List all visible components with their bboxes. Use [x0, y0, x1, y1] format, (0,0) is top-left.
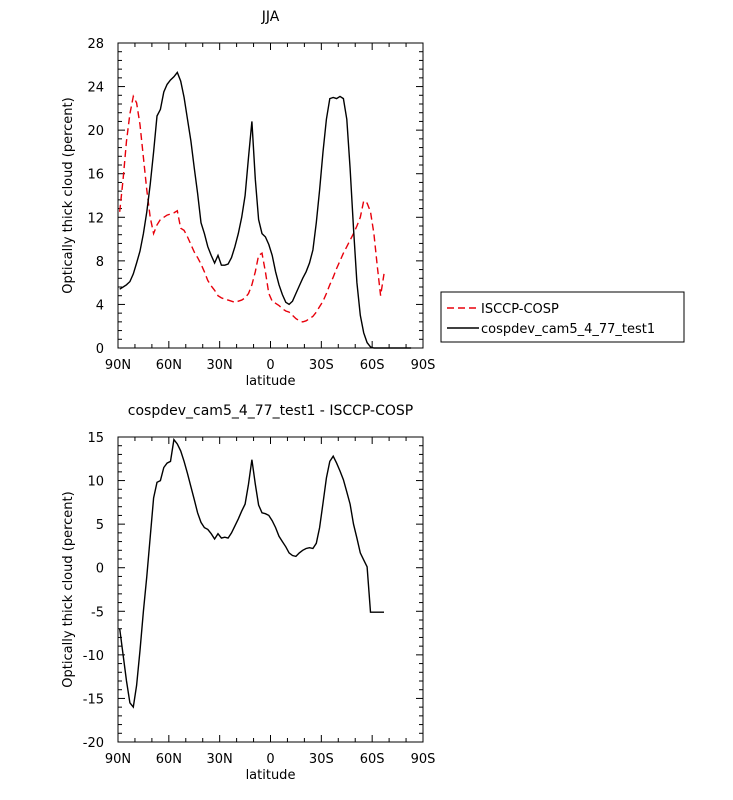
top-panel: 90N 60N 30N 0 30S 60S 90S 0 4 8 12 16 20 24 28 JJA latit… [61, 9, 435, 389]
legend-label: ISCCP-COSP [481, 302, 559, 317]
x-axis-label: latitude [246, 374, 296, 389]
x-tick-label: 0 [266, 752, 274, 767]
y-tick-label: -5 [91, 605, 104, 620]
x-tick-label: 60N [156, 752, 182, 767]
x-tick-label: 0 [266, 358, 274, 373]
x-tick-label: 60S [360, 358, 385, 373]
bottom-panel: 90N 60N 30N 0 30S 60S 90S -20 -15 -10 -5 0 5 10 15 cosp… [61, 403, 435, 783]
y-tick-label: 12 [87, 211, 104, 226]
x-tick-label: 30N [207, 358, 233, 373]
plot-frame [117, 42, 424, 349]
series-line-cospdev-cam5-4-77-test1 [119, 70, 412, 349]
x-tick-label: 90N [105, 752, 131, 767]
x-tick-label: 60N [156, 358, 182, 373]
x-tick-label: 30S [309, 752, 334, 767]
legend: ISCCP-COSP cospdev_cam5_4_77_test1 [440, 291, 685, 343]
x-tick-label: 30S [309, 358, 334, 373]
y-tick-label: -20 [83, 736, 104, 751]
y-tick-label: -10 [83, 649, 104, 664]
x-tick-label: 60S [360, 752, 385, 767]
x-tick-label: 30N [207, 752, 233, 767]
series-line-difference [119, 437, 384, 709]
series-line-isccp-cosp [119, 94, 385, 323]
x-axis-label: latitude [246, 768, 296, 783]
y-tick-label: 4 [96, 298, 104, 313]
y-tick-label: 0 [96, 342, 104, 357]
y-tick-label: 20 [87, 124, 104, 139]
chart-title: cospdev_cam5_4_77_test1 - ISCCP-COSP [128, 403, 413, 419]
x-tick-label: 90N [105, 358, 131, 373]
y-axis-label: Optically thick cloud (percent) [61, 491, 76, 687]
y-tick-label: 5 [96, 518, 104, 533]
y-tick-label: 0 [96, 562, 104, 577]
y-axis-label: Optically thick cloud (percent) [61, 97, 76, 293]
x-tick-label: 90S [411, 358, 436, 373]
legend-box [440, 291, 685, 343]
y-tick-label: 10 [87, 475, 104, 490]
y-tick-label: 16 [87, 168, 104, 183]
y-tick-label: 24 [87, 81, 104, 96]
chart-title: JJA [261, 9, 280, 25]
y-tick-label: -15 [83, 692, 104, 707]
y-tick-label: 28 [87, 37, 104, 52]
plot-frame [117, 436, 424, 743]
y-tick-label: 8 [96, 255, 104, 270]
legend-label: cospdev_cam5_4_77_test1 [481, 322, 655, 337]
x-tick-label: 90S [411, 752, 436, 767]
y-tick-label: 15 [87, 431, 104, 446]
